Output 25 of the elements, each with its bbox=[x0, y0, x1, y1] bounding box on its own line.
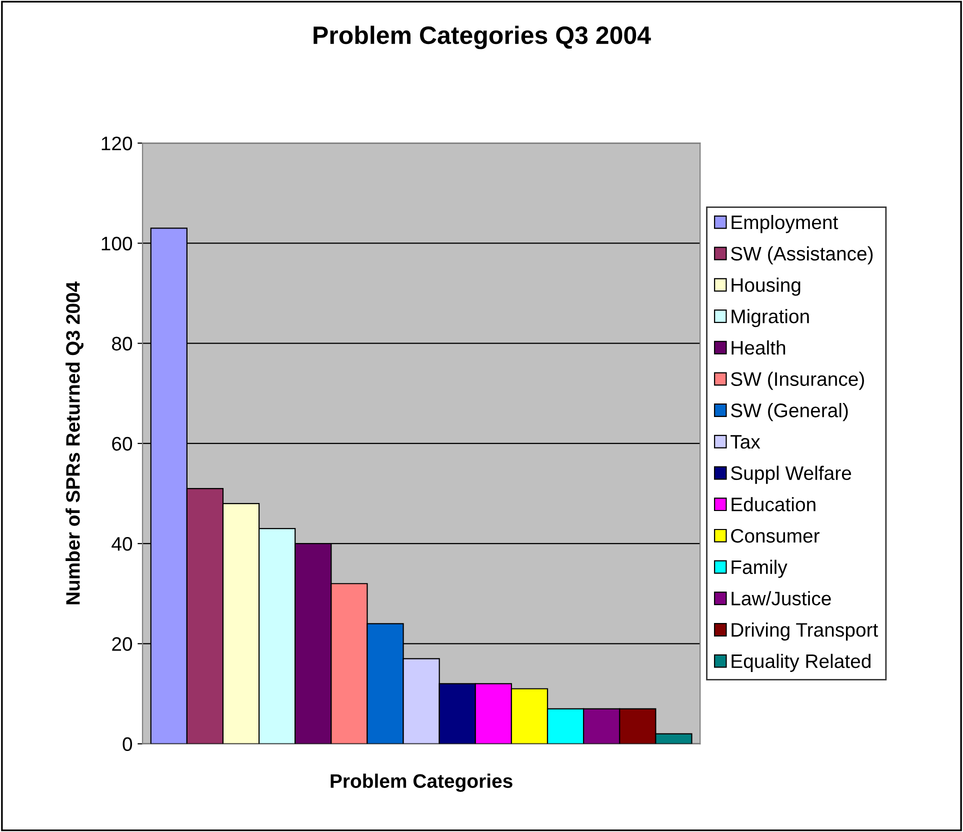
legend-label: Law/Justice bbox=[732, 591, 831, 606]
chart-title: Problem Categories Q3 2004 bbox=[314, 26, 651, 50]
y-tick-label: 80 bbox=[112, 336, 132, 351]
legend-label: Equality Related bbox=[732, 654, 870, 672]
legend-label: Migration bbox=[732, 309, 809, 328]
y-axis-title: Number of SPRs Returned Q3 2004 bbox=[66, 281, 84, 604]
legend-label: SW (Assistance) bbox=[731, 246, 873, 264]
legend-label: Health bbox=[732, 340, 786, 355]
legend-label: SW (Insurance) bbox=[731, 372, 864, 390]
y-tick-label: 20 bbox=[112, 637, 132, 651]
legend-label: Housing bbox=[732, 278, 800, 296]
legend-label: Employment bbox=[732, 214, 838, 234]
x-axis-title: Problem Categories bbox=[330, 774, 512, 792]
legend-label: SW (General) bbox=[731, 403, 848, 422]
y-tick-label: 100 bbox=[102, 236, 132, 250]
legend-label: Education bbox=[732, 497, 816, 512]
legend-label: Tax bbox=[730, 435, 760, 449]
y-tick-label: 0 bbox=[122, 737, 132, 752]
y-tick-label: 60 bbox=[112, 436, 132, 451]
y-tick-label: 120 bbox=[102, 136, 132, 150]
y-tick-label: 40 bbox=[112, 537, 132, 551]
legend-label: Driving Transport bbox=[732, 622, 878, 641]
legend-label: Family bbox=[732, 560, 788, 578]
legend-label: Suppl Welfare bbox=[731, 466, 852, 484]
legend-label: Consumer bbox=[731, 528, 820, 543]
